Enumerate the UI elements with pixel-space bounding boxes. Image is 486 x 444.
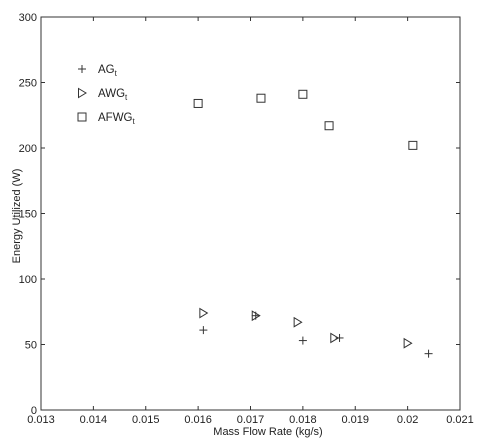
data-points: [193, 89, 433, 358]
afwg-point: [408, 140, 418, 150]
y-tick-label: 200: [19, 143, 37, 155]
afwg-point: [256, 93, 266, 103]
awg-legend-label: AWGt: [98, 88, 128, 102]
y-tick-label: 300: [19, 12, 37, 24]
x-tick-label: 0.016: [184, 414, 212, 426]
awg-point: [403, 337, 413, 349]
afwg-legend-label: AFWGt: [98, 112, 136, 126]
afwg-point: [324, 121, 334, 131]
y-tick-label: 100: [19, 274, 37, 286]
x-tick-label: 0.02: [397, 414, 418, 426]
x-tick-label: 0.013: [27, 414, 55, 426]
afwg-legend-marker: [77, 112, 87, 122]
awg-point: [330, 332, 340, 344]
ag-point: [424, 349, 433, 358]
ag-point: [199, 326, 208, 335]
awg-point: [293, 316, 303, 328]
x-tick-label: 0.018: [289, 414, 317, 426]
x-tick-label: 0.021: [446, 414, 474, 426]
awg-point: [251, 310, 261, 322]
ag-point: [335, 333, 344, 342]
ag-legend-label: AGt: [98, 64, 118, 78]
awg-point: [199, 307, 209, 319]
y-tick-label: 250: [19, 78, 37, 90]
x-tick-label: 0.017: [237, 414, 265, 426]
afwg-point: [298, 89, 308, 99]
x-tick-label: 0.019: [341, 414, 369, 426]
afwg-point: [193, 98, 203, 108]
ag-legend-marker: [78, 65, 86, 73]
x-axis-label: Mass Flow Rate (kg/s): [213, 426, 322, 438]
y-tick-label: 150: [19, 209, 37, 221]
x-tick-label: 0.014: [80, 414, 108, 426]
tick-marks: 0.013 0.014 0.015 0.016 0.017 0.018 0.019 0.02 0…: [19, 12, 474, 426]
y-tick-label: 0: [31, 405, 37, 417]
y-tick-label: 50: [25, 340, 37, 352]
legend: AGt AWGt AFWGt: [77, 64, 136, 126]
x-tick-label: 0.015: [132, 414, 160, 426]
ag-point: [298, 336, 307, 345]
awg-legend-marker: [78, 87, 87, 99]
y-axis-label: Energy Utilized (W): [11, 169, 23, 264]
